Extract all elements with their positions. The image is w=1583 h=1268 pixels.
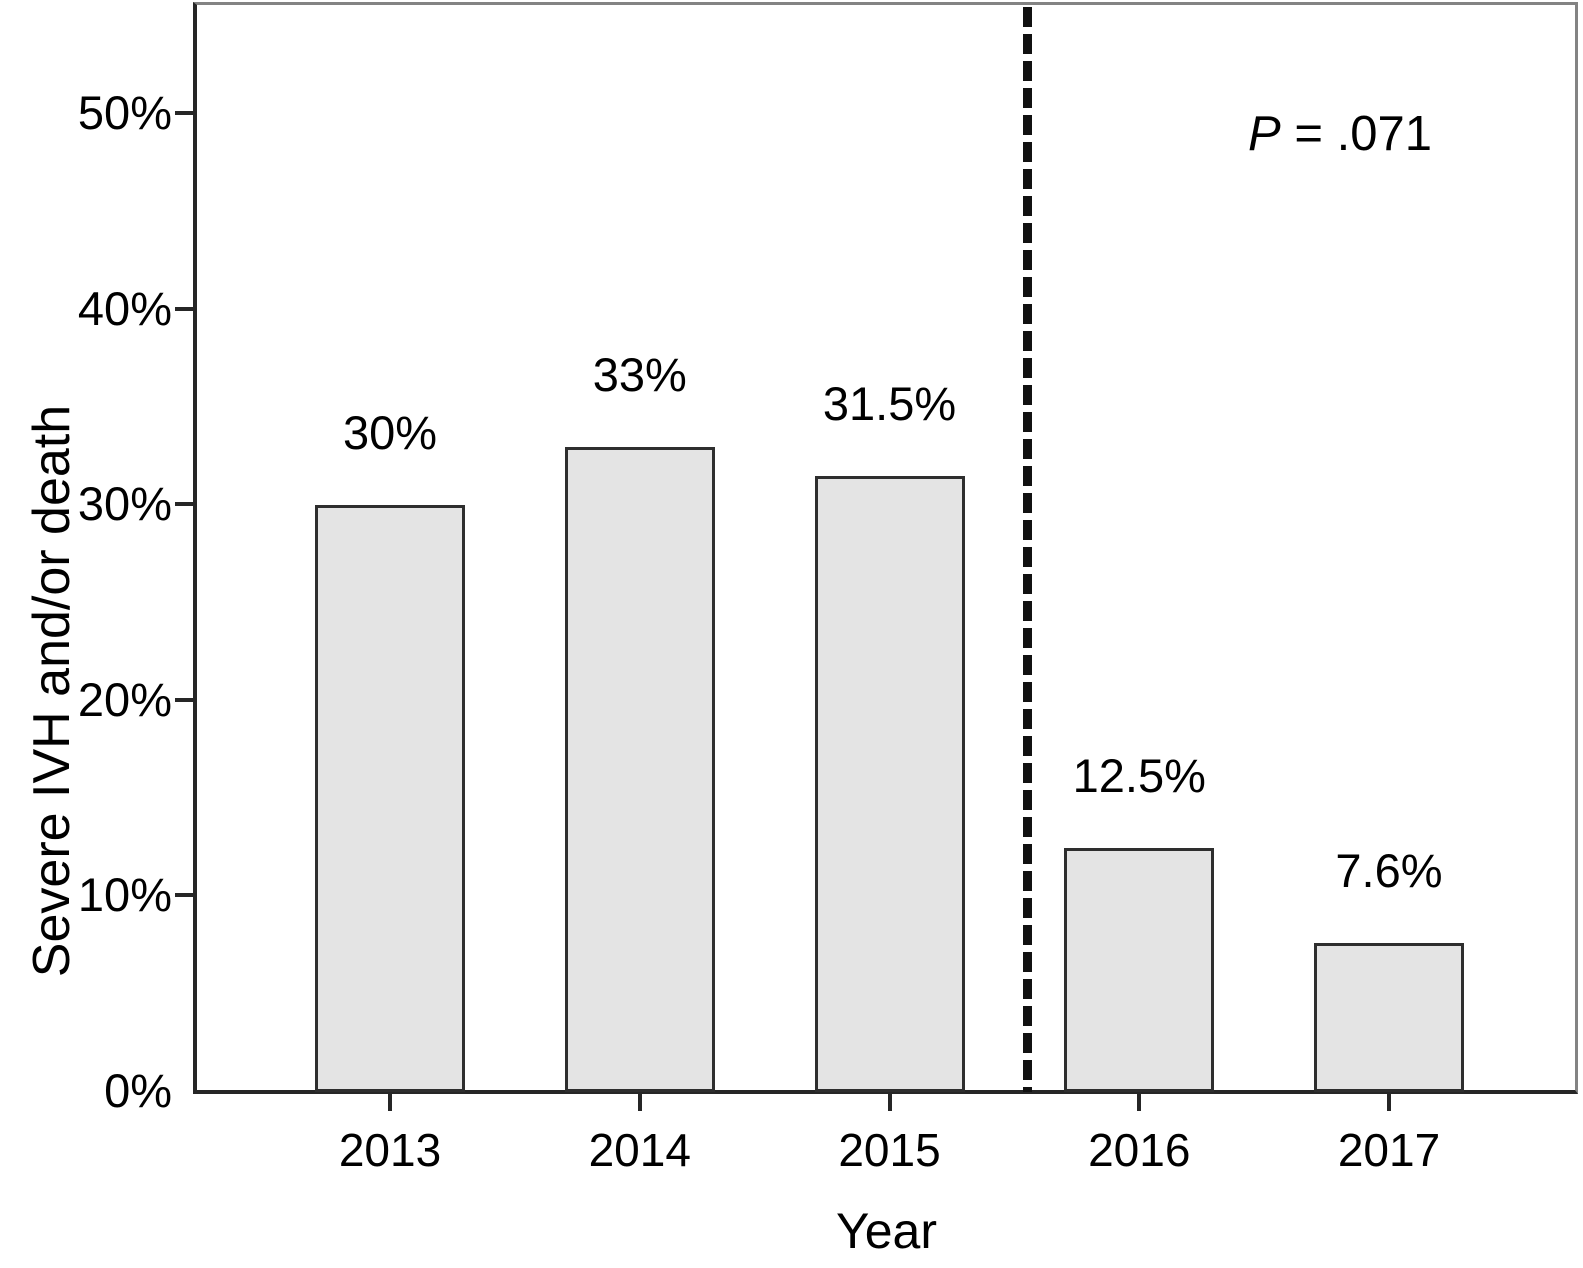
x-tick-mark bbox=[637, 1094, 642, 1111]
y-tick-mark bbox=[175, 502, 195, 507]
y-tick-label: 0% bbox=[104, 1064, 172, 1117]
bar-value-label: 30% bbox=[342, 406, 438, 459]
bar-2014 bbox=[564, 447, 715, 1092]
x-tick-label: 2013 bbox=[338, 1124, 442, 1176]
bar-value-label: 31.5% bbox=[822, 377, 957, 430]
x-tick-mark bbox=[1137, 1094, 1142, 1111]
bar-2016 bbox=[1064, 848, 1215, 1092]
x-tick-label: 2017 bbox=[1337, 1124, 1441, 1176]
y-tick-mark bbox=[175, 893, 195, 898]
bar-value-label: 33% bbox=[592, 348, 687, 401]
x-tick-mark bbox=[1387, 1094, 1391, 1111]
bar-2013 bbox=[315, 505, 465, 1092]
bar-value-label: 12.5% bbox=[1072, 749, 1206, 802]
x-tick-label: 2014 bbox=[588, 1124, 691, 1176]
y-tick-mark bbox=[175, 697, 195, 702]
y-tick-mark bbox=[175, 111, 195, 115]
x-tick-mark bbox=[887, 1094, 892, 1111]
x-tick-mark bbox=[388, 1094, 392, 1111]
y-tick-label: 30% bbox=[77, 477, 172, 531]
bar-value-label: 7.6% bbox=[1335, 844, 1443, 897]
x-axis-title: Year bbox=[835, 1203, 938, 1259]
x-tick-label: 2016 bbox=[1088, 1124, 1191, 1176]
p-value-text: = .071 bbox=[1280, 107, 1432, 161]
y-tick-mark bbox=[175, 306, 195, 311]
p-value-annotation: P = .071 bbox=[1060, 104, 1583, 164]
period-divider-dashed-line bbox=[1023, 7, 1032, 1092]
y-tick-label: 40% bbox=[77, 281, 172, 335]
bar-2017 bbox=[1314, 943, 1464, 1092]
y-tick-label: 10% bbox=[77, 868, 172, 922]
bar-2015 bbox=[814, 476, 965, 1092]
y-tick-label: 50% bbox=[77, 86, 172, 139]
x-tick-label: 2015 bbox=[838, 1124, 941, 1176]
y-tick-label: 20% bbox=[77, 672, 172, 726]
p-symbol: P bbox=[1248, 107, 1281, 161]
plot-area bbox=[193, 2, 1578, 1094]
